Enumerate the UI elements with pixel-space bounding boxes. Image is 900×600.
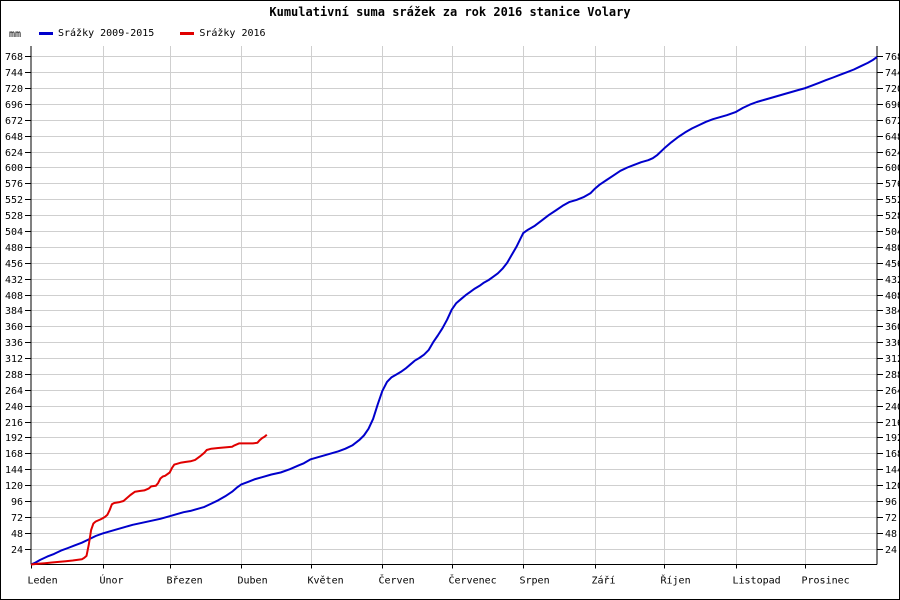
y-tick-label-left: 96 — [11, 497, 23, 508]
y-tick-label-left: 576 — [5, 179, 23, 190]
y-tick-label-right: 288 — [885, 370, 900, 381]
y-tick-label-left: 744 — [5, 68, 23, 79]
month-label-erven: Červen — [379, 574, 415, 587]
month-label-srpen: Srpen — [520, 576, 550, 587]
y-tick-label-right: 768 — [885, 52, 900, 63]
y-tick-label-right: 360 — [885, 322, 900, 333]
y-tick-label-left: 216 — [5, 418, 23, 429]
legend-label-2009-2015: Srážky 2009-2015 — [58, 28, 155, 39]
y-tick-label-left: 264 — [5, 386, 23, 397]
legend-item-2009-2015: Srážky 2009-2015 — [39, 28, 154, 39]
y-tick-label-right: 24 — [885, 545, 897, 556]
y-tick-label-left: 120 — [5, 481, 23, 492]
y-tick-label-left: 384 — [5, 306, 23, 317]
month-label-leden: Leden — [28, 576, 58, 587]
y-tick-label-right: 528 — [885, 211, 900, 222]
month-label-prosinec: Prosinec — [802, 576, 850, 587]
y-tick-label-right: 696 — [885, 100, 900, 111]
month-label-nor: Únor — [100, 574, 124, 587]
y-tick-label-right: 624 — [885, 148, 900, 159]
y-tick-label-left: 720 — [5, 84, 23, 95]
legend-key-2016-icon — [180, 32, 195, 35]
y-tick-label-right: 480 — [885, 243, 900, 254]
series-line-sr-ky-2009-2015 — [30, 56, 878, 566]
y-tick-label-left: 528 — [5, 211, 23, 222]
month-label-z: Září — [592, 575, 616, 587]
y-tick-label-right: 192 — [885, 433, 900, 444]
y-tick-label-right: 48 — [885, 529, 897, 540]
y-tick-label-right: 504 — [885, 227, 900, 238]
y-tick-label-left: 408 — [5, 291, 23, 302]
y-tick-label-left: 144 — [5, 465, 23, 476]
y-tick-label-left: 672 — [5, 116, 23, 127]
y-tick-label-right: 384 — [885, 306, 900, 317]
series-line-sr-ky-2016 — [30, 434, 268, 566]
y-tick-label-left: 600 — [5, 163, 23, 174]
y-tick-label-left: 504 — [5, 227, 23, 238]
y-tick-label-right: 96 — [885, 497, 897, 508]
y-tick-label-right: 744 — [885, 68, 900, 79]
month-label-ervenec: Červenec — [449, 574, 497, 587]
y-tick-label-left: 480 — [5, 243, 23, 254]
y-tick-label-left: 552 — [5, 195, 23, 206]
month-label-jen: Říjen — [661, 574, 691, 587]
y-tick-label-right: 456 — [885, 259, 900, 270]
y-tick-label-right: 600 — [885, 163, 900, 174]
y-tick-label-right: 240 — [885, 402, 900, 413]
month-label-kv-ten: Květen — [308, 575, 344, 587]
y-tick-label-left: 312 — [5, 354, 23, 365]
y-tick-label-right: 408 — [885, 291, 900, 302]
chart-title: Kumulativní suma srážek za rok 2016 stan… — [269, 5, 631, 19]
y-tick-label-left: 288 — [5, 370, 23, 381]
y-tick-label-right: 336 — [885, 338, 900, 349]
y-tick-label-right: 672 — [885, 116, 900, 127]
y-tick-label-right: 552 — [885, 195, 900, 206]
y-tick-label-left: 24 — [11, 545, 23, 556]
month-label-duben: Duben — [238, 576, 268, 587]
legend-label-2016: Srážky 2016 — [199, 28, 266, 39]
month-label-listopad: Listopad — [733, 576, 781, 587]
y-tick-label-left: 648 — [5, 132, 23, 143]
y-tick-label-left: 48 — [11, 529, 23, 540]
y-axis-unit-label: mm — [9, 29, 22, 40]
y-tick-label-right: 720 — [885, 84, 900, 95]
y-tick-label-right: 72 — [885, 513, 897, 524]
legend: Srážky 2009-2015 Srážky 2016 — [39, 28, 266, 39]
y-tick-label-left: 456 — [5, 259, 23, 270]
y-tick-label-left: 624 — [5, 148, 23, 159]
y-tick-label-right: 264 — [885, 386, 900, 397]
y-tick-label-right: 312 — [885, 354, 900, 365]
y-tick-label-left: 72 — [11, 513, 23, 524]
y-tick-label-right: 576 — [885, 179, 900, 190]
month-label-b-ezen: Březen — [167, 575, 203, 587]
y-tick-label-right: 648 — [885, 132, 900, 143]
y-tick-label-right: 216 — [885, 418, 900, 429]
legend-item-2016: Srážky 2016 — [180, 28, 266, 39]
y-tick-label-left: 696 — [5, 100, 23, 111]
y-tick-label-left: 432 — [5, 275, 23, 286]
y-tick-label-left: 768 — [5, 52, 23, 63]
y-tick-label-right: 120 — [885, 481, 900, 492]
legend-key-2009-2015-icon — [39, 32, 53, 35]
y-tick-label-left: 240 — [5, 402, 23, 413]
y-tick-label-right: 432 — [885, 275, 900, 286]
y-tick-label-right: 168 — [885, 449, 900, 460]
y-tick-label-right: 144 — [885, 465, 900, 476]
y-tick-label-left: 168 — [5, 449, 23, 460]
y-tick-label-left: 336 — [5, 338, 23, 349]
y-tick-label-left: 360 — [5, 322, 23, 333]
y-tick-label-left: 192 — [5, 433, 23, 444]
